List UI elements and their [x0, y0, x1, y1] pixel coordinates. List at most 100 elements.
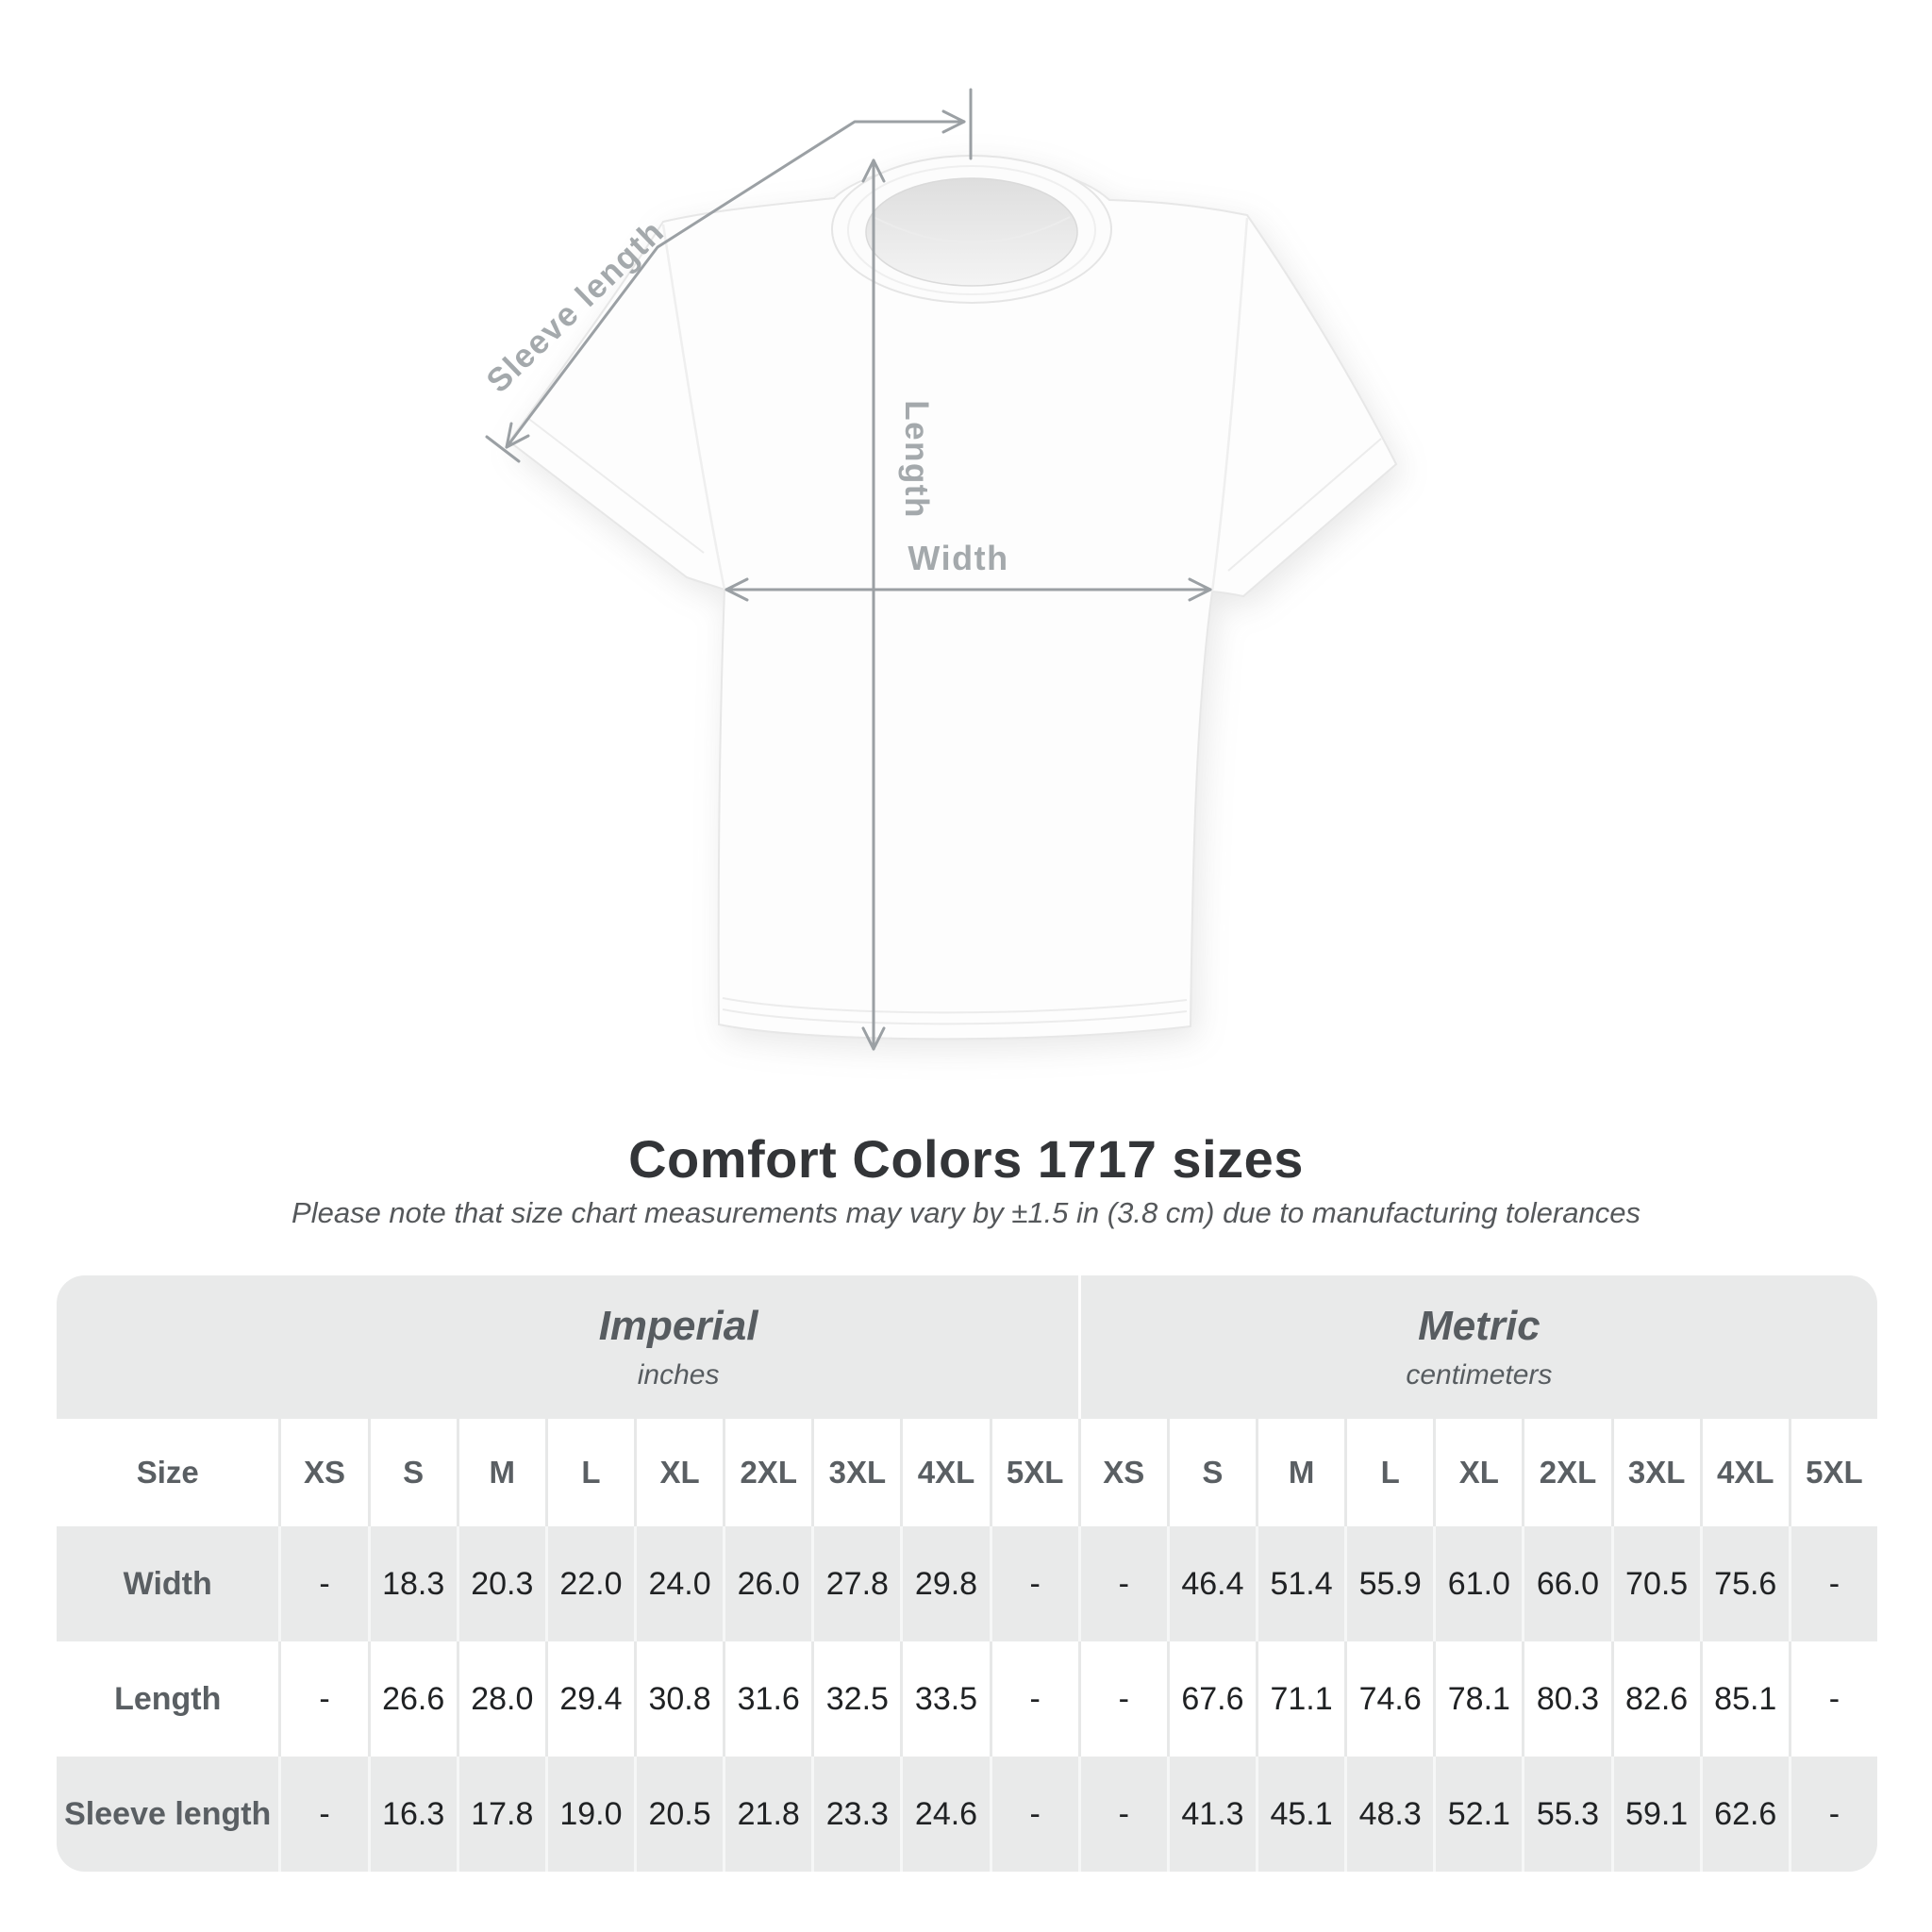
measurement-label: Width — [123, 1565, 212, 1602]
table-row-sleeve-length: Sleeve length - 16.3 17.8 19.0 20.5 21.8… — [57, 1757, 1877, 1872]
tshirt-illustration — [508, 155, 1398, 1041]
back-collar-seam — [873, 216, 1071, 243]
size-col-header: XS — [1077, 1419, 1167, 1526]
value-cell: - — [989, 1641, 1078, 1757]
size-col-header: S — [367, 1419, 457, 1526]
size-table: Imperial inches Metric centimeters Size … — [57, 1275, 1877, 1872]
value-cell: - — [1788, 1526, 1877, 1641]
value-cell: 21.8 — [723, 1757, 811, 1872]
value-cell: 22.0 — [544, 1526, 634, 1641]
collar-ribbing — [847, 165, 1096, 295]
value-cell: 26.0 — [723, 1526, 811, 1641]
value-cell: 82.6 — [1610, 1641, 1700, 1757]
size-col-header: L — [1344, 1419, 1433, 1526]
tolerance-note: Please note that size chart measurements… — [291, 1196, 1641, 1229]
value-cell: 20.5 — [634, 1757, 723, 1872]
right-sleeve-seam — [1210, 217, 1249, 592]
table-row-width: Width - 18.3 20.3 22.0 24.0 26.0 27.8 29… — [57, 1526, 1877, 1641]
value-cell: 74.6 — [1344, 1641, 1433, 1757]
value-cell: 27.8 — [811, 1526, 900, 1641]
page-title: Comfort Colors 1717 sizes — [628, 1129, 1304, 1189]
size-col-header: 2XL — [1522, 1419, 1610, 1526]
length-label: Length — [898, 400, 935, 519]
value-cell: - — [278, 1526, 367, 1641]
collar-opening — [865, 177, 1078, 287]
value-cell: 71.1 — [1256, 1641, 1344, 1757]
value-cell: 19.0 — [544, 1757, 634, 1872]
value-cell: 29.8 — [900, 1526, 989, 1641]
size-col-header: 5XL — [989, 1419, 1078, 1526]
value-cell: 67.6 — [1166, 1641, 1256, 1757]
value-cell: - — [1788, 1757, 1877, 1872]
value-cell: - — [1077, 1757, 1167, 1872]
value-cell: 28.0 — [456, 1641, 545, 1757]
value-cell: 33.5 — [900, 1641, 989, 1757]
length-arrow — [861, 158, 886, 1051]
value-cell: 52.1 — [1433, 1757, 1522, 1872]
size-table-grid: Imperial inches Metric centimeters Size … — [57, 1275, 1877, 1872]
value-cell: 55.9 — [1344, 1526, 1433, 1641]
metric-unit: centimeters — [1406, 1359, 1553, 1391]
left-sleeve-seam — [661, 224, 726, 591]
value-cell: 80.3 — [1522, 1641, 1610, 1757]
right-cuff-hem — [1227, 438, 1382, 572]
size-col-header: XL — [1433, 1419, 1522, 1526]
value-cell: 48.3 — [1344, 1757, 1433, 1872]
value-cell: 17.8 — [456, 1757, 545, 1872]
value-cell: 51.4 — [1256, 1526, 1344, 1641]
value-cell: 26.6 — [367, 1641, 457, 1757]
value-cell: - — [278, 1641, 367, 1757]
imperial-unit: inches — [637, 1359, 720, 1391]
value-cell: - — [1788, 1641, 1877, 1757]
value-cell: - — [278, 1757, 367, 1872]
tshirt-measurement-diagram: Sleeve length Length Width — [479, 88, 1398, 1051]
size-col-header: M — [456, 1419, 545, 1526]
value-cell: 46.4 — [1166, 1526, 1256, 1641]
value-cell: 59.1 — [1610, 1757, 1700, 1872]
imperial-label: Imperial — [598, 1303, 758, 1349]
corner-spacer — [57, 1275, 278, 1419]
size-col-header: 3XL — [811, 1419, 900, 1526]
size-col-header: XS — [278, 1419, 367, 1526]
value-cell: - — [1077, 1526, 1167, 1641]
size-col-header: L — [544, 1419, 634, 1526]
bottom-hem-stitch — [722, 997, 1188, 1025]
value-cell: 62.6 — [1699, 1757, 1789, 1872]
left-cuff-hem — [525, 416, 705, 554]
imperial-group-header: Imperial inches — [278, 1275, 1077, 1419]
value-cell: 31.6 — [723, 1641, 811, 1757]
measurement-label: Length — [114, 1680, 222, 1717]
value-cell: 16.3 — [367, 1757, 457, 1872]
value-cell: 61.0 — [1433, 1526, 1522, 1641]
value-cell: - — [989, 1526, 1078, 1641]
value-cell: 70.5 — [1610, 1526, 1700, 1641]
value-cell: 55.3 — [1522, 1757, 1610, 1872]
value-cell: 45.1 — [1256, 1757, 1344, 1872]
value-cell: 24.0 — [634, 1526, 723, 1641]
value-cell: 23.3 — [811, 1757, 900, 1872]
width-label: Width — [908, 539, 1008, 577]
sleeve-length-arrow — [485, 88, 973, 463]
value-cell: 75.6 — [1699, 1526, 1789, 1641]
size-col-header: 4XL — [1699, 1419, 1789, 1526]
size-header-row: Size XS S M L XL 2XL 3XL 4XL 5XL XS S M … — [57, 1419, 1877, 1526]
sleeve-end-tick — [485, 435, 521, 463]
size-col-header: 3XL — [1610, 1419, 1700, 1526]
width-arrow — [724, 577, 1212, 602]
size-col-header: M — [1256, 1419, 1344, 1526]
metric-group-header: Metric centimeters — [1077, 1275, 1877, 1419]
size-col-header: 4XL — [900, 1419, 989, 1526]
value-cell: 29.4 — [544, 1641, 634, 1757]
value-cell: - — [1077, 1641, 1167, 1757]
value-cell: 20.3 — [456, 1526, 545, 1641]
size-column-header: Size — [136, 1455, 199, 1490]
value-cell: 24.6 — [900, 1757, 989, 1872]
value-cell: 78.1 — [1433, 1641, 1522, 1757]
size-col-header: 2XL — [723, 1419, 811, 1526]
value-cell: 18.3 — [367, 1526, 457, 1641]
measurement-label: Sleeve length — [64, 1795, 272, 1832]
value-cell: 30.8 — [634, 1641, 723, 1757]
value-cell: - — [989, 1757, 1078, 1872]
value-cell: 85.1 — [1699, 1641, 1789, 1757]
